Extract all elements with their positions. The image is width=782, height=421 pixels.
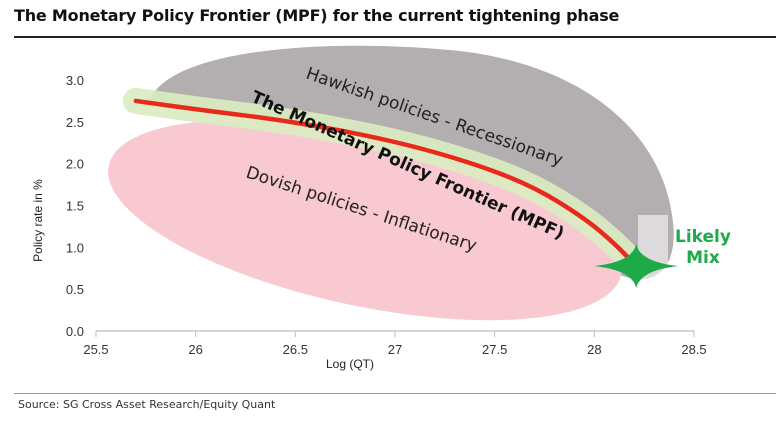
chart-title: The Monetary Policy Frontier (MPF) for t…	[14, 6, 620, 25]
likely-mix-label-line2: Mix	[686, 248, 720, 268]
y-tick-label: 1.5	[66, 199, 84, 214]
x-tick-label: 28.5	[681, 342, 706, 357]
y-tick-label: 2.0	[66, 157, 84, 172]
y-axis-label: Policy rate in %	[31, 179, 45, 262]
y-tick-label: 3.0	[66, 73, 84, 88]
x-tick-label: 26.5	[283, 342, 308, 357]
x-tick-label: 27	[388, 342, 402, 357]
y-tick-label: 2.5	[66, 115, 84, 130]
frontier-line	[133, 98, 637, 267]
y-tick-label: 0.5	[66, 282, 84, 297]
y-axis-ticks: 0.0 0.5 1.0 1.5 2.0 2.5 3.0	[66, 73, 84, 339]
likely-mix-label-line1: Likely	[675, 227, 731, 247]
x-axis-label: Log (QT)	[326, 357, 374, 371]
x-axis-ticks: 25.5 26 26.5 27 27.5 28 28.5	[83, 331, 707, 357]
y-tick-label: 0.0	[66, 324, 84, 339]
x-tick-label: 27.5	[482, 342, 507, 357]
x-tick-label: 28	[587, 342, 601, 357]
likely-mix-star-icon	[594, 244, 679, 289]
y-tick-label: 1.0	[66, 240, 84, 255]
source-rule	[14, 393, 776, 394]
x-tick-label: 25.5	[83, 342, 108, 357]
source-note: Source: SG Cross Asset Research/Equity Q…	[18, 398, 276, 411]
x-tick-label: 26	[188, 342, 202, 357]
title-rule	[14, 36, 776, 38]
